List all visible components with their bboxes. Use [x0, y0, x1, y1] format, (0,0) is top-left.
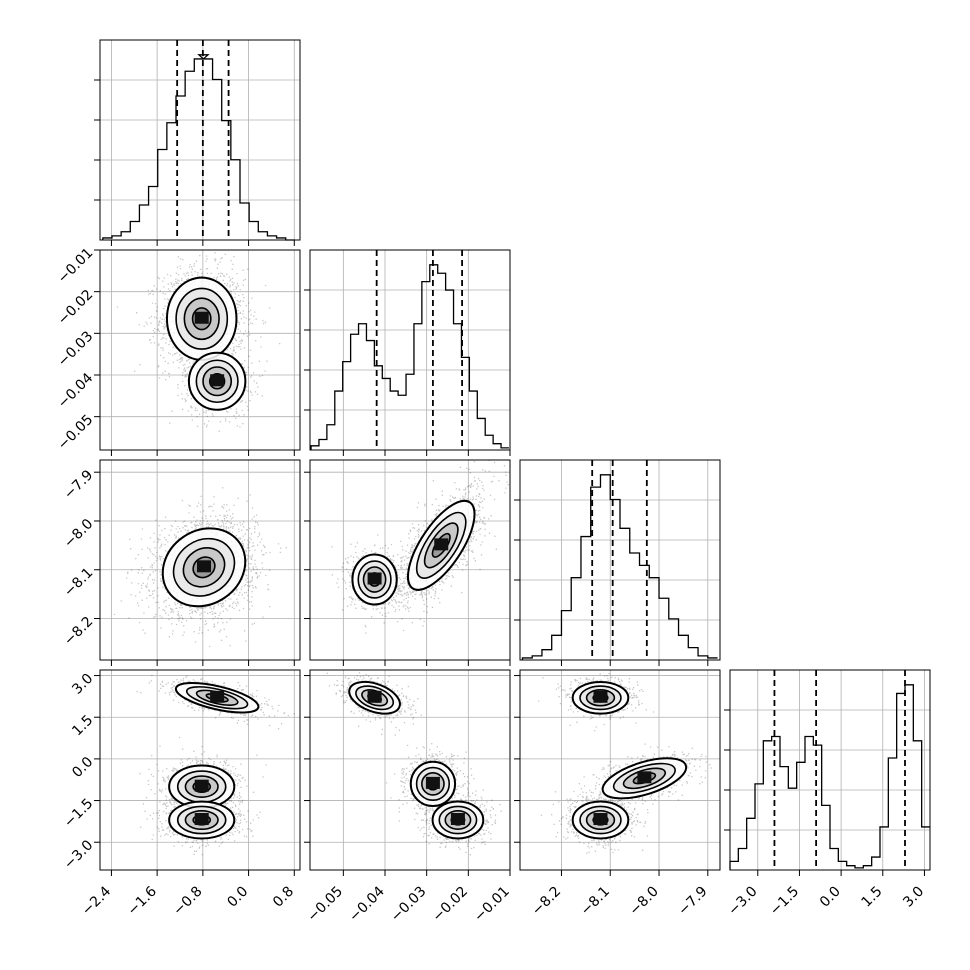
density-panel-p0-p1: −0.05−0.04−0.03−0.02−0.01 [55, 245, 301, 456]
x-tick-label: −0.05 [305, 884, 347, 926]
y-tick-label: −0.02 [55, 287, 97, 329]
axes-frame [729, 669, 931, 871]
density-panel-p0-p2: −8.2 −8.1 −8.0 −7.9 [61, 459, 301, 666]
x-tick-label: −8.0 [626, 884, 661, 919]
y-tick-label: −8.1 [61, 565, 96, 600]
density-peak-mode0 [367, 690, 382, 703]
x-tick-label: −0.01 [471, 884, 513, 926]
histogram-p0 [94, 39, 301, 246]
axes-frame [99, 669, 301, 871]
density-peak-mode1 [425, 776, 440, 789]
x-tick-label: −1.5 [767, 884, 802, 919]
y-tick-label: −0.01 [55, 245, 97, 287]
y-tick-label: 0.0 [69, 754, 96, 781]
y-tick-label: −8.0 [61, 516, 96, 551]
x-tick-label: −0.04 [346, 883, 388, 925]
x-tick-label: 0.0 [224, 884, 251, 911]
histogram-p1 [304, 249, 511, 456]
x-tick-label: −0.02 [430, 884, 472, 926]
density-peak-mode2 [194, 813, 209, 825]
histogram-step-p3 [729, 684, 930, 870]
histogram-step-p0 [102, 54, 295, 241]
density-peak-mode1 [434, 538, 449, 551]
x-tick-label: 0.0 [817, 884, 844, 911]
y-tick-label: −3.0 [61, 837, 96, 872]
density-peak-mode1 [194, 779, 209, 792]
density-peak-mode0 [367, 572, 382, 585]
x-tick-label: 0.8 [270, 884, 297, 911]
scatter-points [538, 670, 712, 854]
histogram-step-p2 [521, 474, 718, 660]
density-panel-p2-p3: −8.2 −8.1 −8.0 −7.9 [514, 669, 721, 919]
density-peak-mode2 [593, 813, 608, 825]
density-peak-mode0 [197, 560, 211, 573]
scatter-points [136, 674, 295, 856]
axes-frame [309, 669, 511, 871]
x-tick-label: −8.2 [529, 884, 564, 919]
x-tick-label: −3.0 [725, 884, 760, 919]
y-tick-label: 3.0 [69, 671, 96, 698]
scatter-points [331, 460, 509, 634]
x-tick-label: −0.03 [388, 884, 430, 926]
x-tick-label: −1.6 [125, 883, 160, 918]
y-tick-label: 1.5 [69, 712, 96, 739]
x-tick-label: −2.4 [79, 883, 114, 918]
y-tick-label: −0.05 [55, 412, 97, 454]
axes-frame [99, 459, 301, 661]
histogram-p3: −3.0 −1.5 0.0 1.5 3.0 [724, 669, 931, 919]
y-tick-label: −8.2 [61, 614, 96, 649]
x-tick-label: −7.9 [675, 884, 710, 919]
density-panel-p1-p3: −0.05 −0.04 −0.03 −0.02 −0.01 [304, 669, 513, 926]
axes-frame [519, 459, 721, 661]
density-panel-p0-p3: −2.4 −1.6 −0.8 0.0 0.8 −3.0 −1.5 0.0 1.5 3.0 [61, 669, 301, 919]
axes-frame [99, 39, 301, 241]
density-peak-mode0 [210, 690, 225, 703]
y-tick-label: −0.04 [55, 370, 97, 412]
axes-frame [519, 669, 721, 871]
density-panel-p1-p2 [304, 459, 511, 666]
density-peak-mode2 [450, 813, 465, 825]
density-peak-mode1 [637, 771, 652, 784]
scatter-points [326, 672, 502, 856]
scatter-points [116, 252, 281, 432]
axes-frame [309, 459, 511, 661]
scatter-points [113, 487, 287, 648]
x-tick-label: −8.1 [578, 884, 613, 919]
y-tick-label: −0.03 [55, 328, 97, 370]
histogram-p2 [514, 459, 721, 666]
x-tick-label: 1.5 [859, 884, 886, 911]
x-tick-label: 3.0 [900, 884, 927, 911]
density-peak-mode0 [194, 311, 209, 324]
density-peak-mode1 [210, 374, 225, 387]
y-tick-label: −1.5 [61, 796, 96, 831]
y-tick-label: −7.9 [61, 467, 96, 502]
axes-frame [99, 249, 301, 451]
axes-frame [309, 249, 511, 451]
density-peak-mode0 [593, 690, 608, 703]
x-tick-label: −0.8 [170, 884, 205, 919]
histogram-step-p1 [310, 264, 509, 450]
